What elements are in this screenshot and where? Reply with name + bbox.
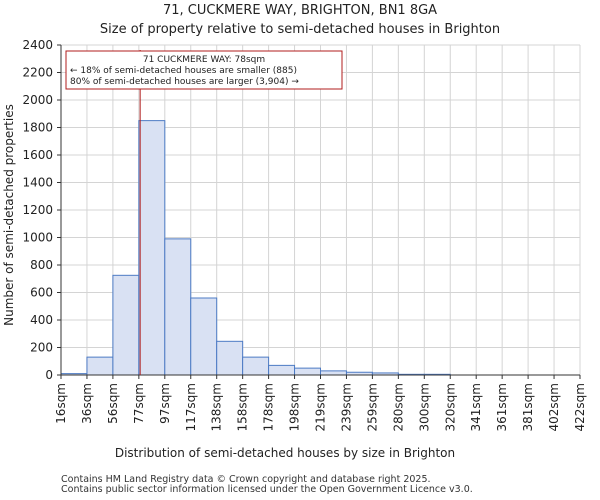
bar — [268, 364, 296, 376]
annotation-line: 80% of semi-detached houses are larger (… — [70, 77, 299, 87]
x-tick-label: 402sqm — [547, 383, 561, 431]
y-tick-label: 800 — [30, 258, 53, 272]
chart-subtitle: Size of property relative to semi-detach… — [100, 22, 500, 37]
y-tick-label: 2000 — [22, 93, 53, 107]
x-tick-label: 239sqm — [339, 383, 353, 431]
property-marker: 71 CUCKMERE WAY: 78sqm← 18% of semi-deta… — [65, 50, 343, 375]
annotation-line: 71 CUCKMERE WAY: 78sqm — [143, 55, 265, 65]
x-tick-label: 16sqm — [54, 383, 68, 424]
annotation-box — [65, 50, 343, 90]
bar — [294, 367, 321, 376]
x-tick-label: 198sqm — [288, 383, 302, 431]
bars — [60, 120, 451, 376]
y-tick-label: 1400 — [22, 176, 53, 190]
footer-copyright: Contains HM Land Registry data © Crown c… — [61, 474, 431, 485]
x-tick-label: 178sqm — [262, 383, 276, 431]
x-tick-label: 361sqm — [495, 383, 509, 431]
y-tick-label: 2400 — [22, 38, 53, 52]
x-tick-label: 381sqm — [521, 383, 535, 431]
bar — [112, 274, 140, 376]
x-tick-label: 422sqm — [573, 383, 587, 431]
y-tick-label: 1200 — [22, 203, 53, 217]
x-tick-label: 341sqm — [469, 383, 483, 431]
footer-licence: Contains public sector information licen… — [61, 484, 473, 495]
bar — [320, 370, 347, 376]
x-tick-label: 36sqm — [80, 383, 94, 424]
bar — [164, 238, 192, 376]
x-tick-label: 280sqm — [391, 383, 405, 431]
y-tick-label: 1600 — [22, 148, 53, 162]
x-tick-label: 117sqm — [184, 383, 198, 431]
x-tick-label: 56sqm — [106, 383, 120, 424]
y-tick-labels: 0 200 400 600 800 1000 1200 1400 1600 1800 2000 220… — [22, 38, 53, 382]
x-tick-labels: 16sqm 36sqm 56sqm 77sqm 97sqm 117sqm 138sqm 158… — [54, 383, 587, 431]
y-tick-label: 600 — [30, 286, 53, 300]
bar — [138, 120, 166, 376]
y-tick-label: 400 — [30, 313, 53, 327]
y-tick-label: 200 — [30, 341, 53, 355]
bar — [86, 356, 114, 376]
axes — [57, 44, 581, 379]
y-tick-label: 2200 — [22, 66, 53, 80]
x-tick-label: 77sqm — [132, 383, 146, 424]
x-tick-label: 259sqm — [365, 383, 379, 431]
x-tick-label: 138sqm — [210, 383, 224, 431]
bar — [242, 356, 270, 376]
y-axis-label: Number of semi-detached properties — [2, 104, 16, 326]
x-tick-label: 300sqm — [417, 383, 431, 431]
chart-title: 71, CUCKMERE WAY, BRIGHTON, BN1 8GA — [163, 3, 437, 18]
y-tick-label: 1800 — [22, 121, 53, 135]
bar — [190, 297, 218, 376]
y-tick-label: 0 — [45, 368, 53, 382]
x-axis-label: Distribution of semi-detached houses by … — [115, 446, 455, 460]
x-tick-label: 219sqm — [314, 383, 328, 431]
annotation-line: ← 18% of semi-detached houses are smalle… — [70, 66, 297, 76]
x-tick-label: 320sqm — [443, 383, 457, 431]
x-tick-label: 158sqm — [236, 383, 250, 431]
y-tick-label: 1000 — [22, 231, 53, 245]
bar — [216, 340, 244, 376]
x-tick-label: 97sqm — [158, 383, 172, 424]
